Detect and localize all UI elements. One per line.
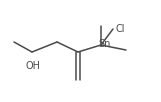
Text: Sn: Sn [98, 39, 110, 49]
Text: OH: OH [25, 61, 41, 71]
Text: Cl: Cl [116, 24, 126, 34]
